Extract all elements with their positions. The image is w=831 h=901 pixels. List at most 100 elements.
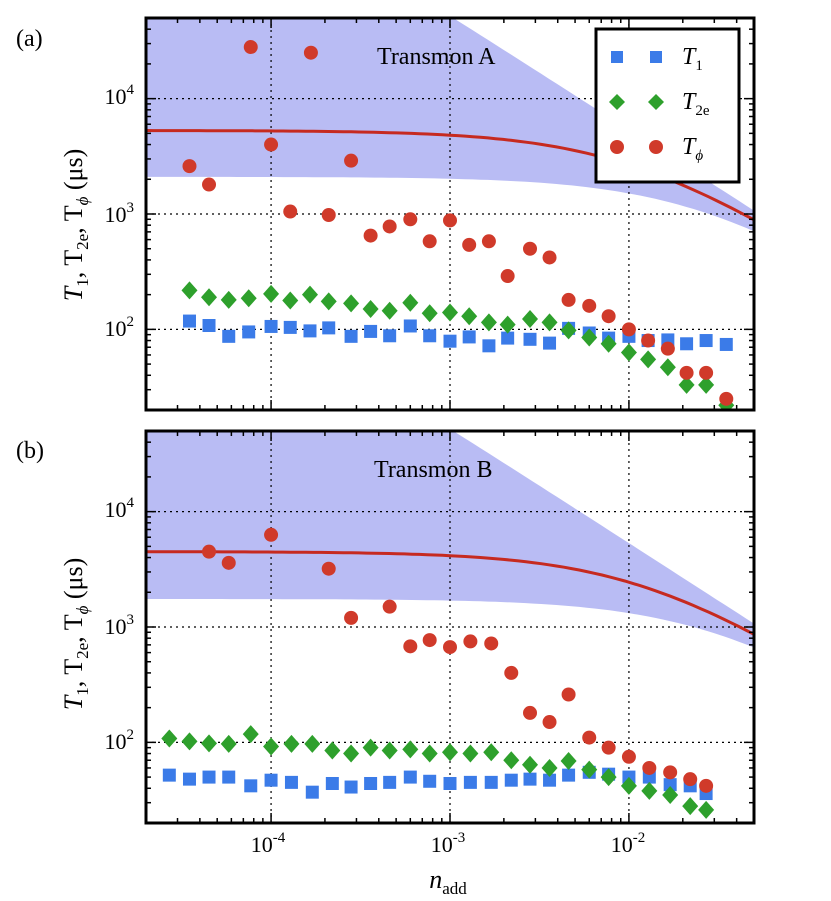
point-t2e bbox=[324, 741, 341, 760]
point-tphi bbox=[283, 204, 298, 219]
point-t2e bbox=[343, 294, 360, 313]
x-tick-label-10e-2: 10-2 bbox=[611, 830, 646, 857]
point-t2e bbox=[581, 328, 598, 347]
point-tphi bbox=[601, 740, 616, 755]
point-t1 bbox=[242, 325, 256, 339]
point-t1 bbox=[264, 319, 278, 333]
panel-title-b: Transmon B bbox=[374, 457, 492, 483]
point-tphi bbox=[403, 212, 418, 227]
point-t1 bbox=[284, 775, 298, 789]
point-t2e bbox=[698, 800, 715, 819]
point-t1 bbox=[303, 324, 317, 338]
y-tick-labels-a: 104 103 102 bbox=[105, 82, 135, 341]
point-t2e bbox=[541, 313, 558, 332]
point-t1 bbox=[222, 329, 236, 343]
point-tphi bbox=[344, 610, 359, 625]
point-tphi bbox=[321, 561, 336, 576]
x-axis-label: nadd bbox=[429, 865, 467, 898]
panel-label-b: (b) bbox=[16, 438, 44, 464]
point-t2e bbox=[462, 744, 479, 763]
point-t2e bbox=[461, 307, 478, 326]
point-t2e bbox=[283, 734, 300, 753]
point-t2e bbox=[620, 776, 637, 795]
point-t2e bbox=[381, 301, 398, 320]
panel-a: (a) Transmon A T1, T2e, Tϕ (μs) 104 103 … bbox=[16, 16, 756, 412]
point-t2e bbox=[263, 737, 280, 756]
point-tphi bbox=[264, 137, 279, 152]
point-tphi bbox=[321, 208, 336, 223]
point-t2e bbox=[220, 734, 237, 753]
point-tphi bbox=[202, 177, 217, 192]
point-tphi bbox=[621, 749, 636, 764]
point-tphi bbox=[382, 599, 397, 614]
fit-curve-b bbox=[146, 550, 754, 636]
point-t2e bbox=[600, 334, 617, 353]
point-t2e bbox=[220, 290, 237, 309]
point-t1 bbox=[501, 331, 515, 345]
point-tphi bbox=[523, 705, 538, 720]
point-t1 bbox=[680, 337, 694, 351]
point-tphi bbox=[463, 634, 478, 649]
point-t2e bbox=[480, 313, 497, 332]
point-t2e bbox=[659, 358, 676, 377]
point-t2e bbox=[240, 289, 257, 308]
point-t1 bbox=[325, 776, 339, 790]
point-tphi bbox=[642, 760, 657, 775]
y-tick-label-10e3-b: 103 bbox=[105, 612, 135, 639]
point-t1 bbox=[484, 775, 498, 789]
panel-label-a: (a) bbox=[16, 26, 43, 52]
point-t1 bbox=[663, 778, 677, 792]
point-t1 bbox=[344, 780, 358, 794]
point-t2e bbox=[522, 755, 539, 774]
point-t2e bbox=[242, 725, 259, 744]
legend-marker-tphi bbox=[610, 140, 624, 154]
point-t1 bbox=[504, 773, 518, 787]
point-tphi bbox=[660, 341, 675, 356]
point-t2e bbox=[641, 781, 658, 800]
point-t1 bbox=[462, 330, 476, 344]
point-t1 bbox=[222, 770, 236, 784]
legend-marker-tphi-2 bbox=[649, 140, 663, 154]
point-tphi bbox=[443, 640, 457, 655]
point-t2e bbox=[698, 375, 715, 394]
point-tphi bbox=[422, 234, 437, 249]
point-t2e bbox=[560, 751, 577, 770]
point-t2e bbox=[662, 785, 679, 804]
point-t2e bbox=[503, 751, 520, 770]
point-t1 bbox=[162, 768, 176, 782]
point-t2e bbox=[682, 797, 699, 816]
point-t1 bbox=[463, 775, 477, 789]
point-tphi bbox=[500, 269, 515, 284]
y-tick-label-10e2-b: 102 bbox=[105, 727, 135, 754]
point-t1 bbox=[383, 329, 397, 343]
point-t2e bbox=[181, 281, 198, 300]
ticks-b bbox=[145, 430, 755, 824]
point-t2e bbox=[320, 292, 337, 311]
point-t1 bbox=[719, 337, 733, 351]
point-tphi bbox=[422, 633, 437, 648]
point-t1 bbox=[283, 320, 297, 334]
point-tphi bbox=[523, 241, 538, 256]
point-t1 bbox=[202, 319, 216, 333]
point-t1 bbox=[443, 776, 457, 790]
fit-line bbox=[146, 550, 754, 636]
point-tphi bbox=[679, 365, 694, 380]
point-t1 bbox=[523, 332, 537, 346]
point-t2e bbox=[343, 744, 360, 763]
point-t2e bbox=[381, 741, 398, 760]
point-t2e bbox=[301, 285, 318, 304]
point-tphi bbox=[621, 322, 636, 337]
point-tphi bbox=[542, 715, 557, 730]
point-t2e bbox=[362, 738, 379, 757]
x-tick-labels-b: 10-4 10-3 10-2 bbox=[251, 830, 646, 857]
legend-marker-t1-2 bbox=[650, 51, 662, 63]
point-t1 bbox=[182, 772, 196, 786]
point-tphi bbox=[542, 250, 557, 265]
point-t1 bbox=[364, 324, 378, 338]
legend-label-t1: T1 bbox=[682, 44, 703, 74]
point-t2e bbox=[541, 758, 558, 777]
point-t2e bbox=[499, 315, 516, 334]
point-tphi bbox=[462, 237, 477, 252]
point-t2e bbox=[421, 744, 438, 763]
